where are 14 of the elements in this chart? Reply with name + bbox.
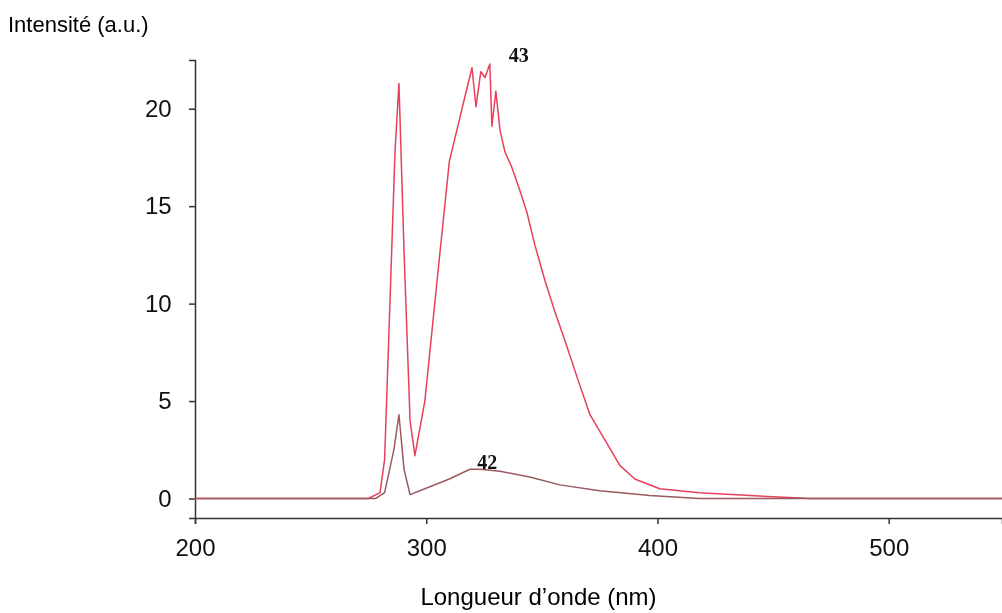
x-tick-label: 300	[406, 533, 447, 561]
y-axis-title: Intensité (a.u.)	[8, 12, 149, 37]
y-tick-label: 10	[144, 289, 172, 317]
y-tick-label: 0	[158, 484, 172, 512]
x-tick-label: 200	[175, 533, 216, 561]
line-series	[194, 413, 1002, 500]
y-tick-label: 15	[144, 192, 172, 220]
y-tick-label: 5	[158, 387, 172, 415]
x-tick-label: 500	[869, 533, 910, 561]
series-label: 43	[508, 43, 529, 66]
x-tick-label: 400	[637, 533, 678, 561]
series-label: 42	[477, 451, 498, 474]
x-axis-title: Longueur d’onde (nm)	[420, 583, 657, 610]
y-tick-label: 20	[144, 94, 172, 122]
